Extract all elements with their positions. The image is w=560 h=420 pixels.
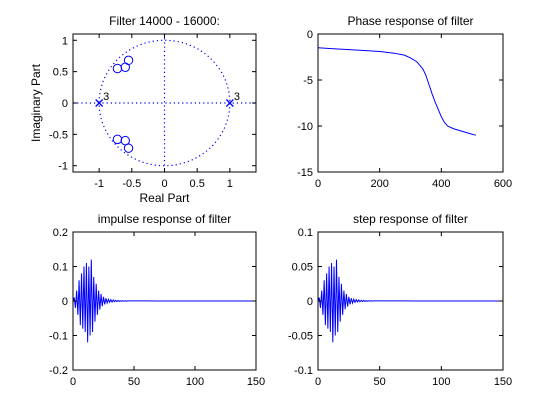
x-tick-label: 50: [374, 376, 386, 388]
unit-circle: [98, 39, 231, 167]
y-tick-label: 0.1: [53, 262, 68, 274]
axes-frame: [317, 33, 504, 173]
x-tick-label: 0: [315, 178, 321, 190]
series-line: [318, 47, 476, 136]
y-tick-label: -0.5: [49, 129, 68, 141]
x-tick-label: 150: [247, 376, 265, 388]
subplot-3: 0 50 100 150 -0.2 -0.1 0 0.1 0.2 impulse response…: [49, 212, 265, 388]
y-tick-label: 0.05: [292, 262, 313, 274]
y-tick-label: -0.1: [294, 365, 313, 377]
x-tick-label: 100: [432, 376, 450, 388]
y-tick-label: -10: [297, 121, 313, 133]
zero-marker: [123, 55, 134, 66]
x-tick-label: 150: [494, 376, 512, 388]
zero-marker: [112, 63, 123, 74]
series-line: [73, 259, 256, 343]
y-tick-label: -15: [297, 167, 313, 179]
chart-title: step response of filter: [353, 212, 468, 226]
x-tick-label: 200: [370, 178, 388, 190]
subplot-4: 0 50 100 150 -0.1 -0.05 0 0.05 0.1 step response …: [288, 212, 512, 388]
y-tick-label: 0: [62, 296, 68, 308]
y-tick-label: 0: [307, 29, 313, 41]
zero-marker: [112, 134, 123, 145]
y-tick-label: -0.1: [49, 331, 68, 343]
y-tick-label: 0.1: [298, 227, 313, 239]
x-tick-label: 50: [128, 376, 140, 388]
subplot-2: 0 200 400 600 -15 -10 -5 0 Phase response of fil…: [297, 14, 512, 190]
x-tick-label: 600: [494, 178, 512, 190]
plot-area: [73, 34, 256, 172]
x-tick-label: 0: [315, 376, 321, 388]
y-axis-label: Imaginary Part: [29, 63, 43, 142]
x-tick-label: 400: [432, 178, 450, 190]
x-tick-label: 0: [161, 178, 167, 190]
y-tick-label: 0: [62, 98, 68, 110]
x-tick-label: 0: [70, 376, 76, 388]
y-tick-label: 0: [307, 296, 313, 308]
y-tick-label: -0.05: [288, 331, 313, 343]
y-tick-label: 0.2: [53, 227, 68, 239]
pole-marker: [225, 99, 234, 107]
y-tick-label: -5: [303, 75, 313, 87]
series-line: [318, 259, 503, 343]
x-tick-label: 0.5: [190, 178, 205, 190]
zero-marker: [123, 143, 134, 153]
pole-multiplicity-label: 3: [103, 91, 109, 103]
pole-multiplicity-label: 3: [234, 91, 240, 103]
plot-area: [73, 259, 256, 343]
chart-title: impulse response of filter: [98, 212, 231, 226]
x-tick-label: 100: [186, 376, 204, 388]
pole-marker: [95, 99, 104, 107]
subplot-1: 3 3 -1 -0.5 0 0.5 1 -1 -0.5 0 0.5 1 Filter 14000 - 1…: [29, 14, 257, 205]
y-tick-label: -1: [58, 161, 68, 173]
x-tick-label: -1: [94, 178, 104, 190]
y-tick-label: -0.2: [49, 365, 68, 377]
plot-area: [318, 259, 503, 343]
chart-title: Phase response of filter: [347, 14, 473, 28]
x-tick-label: -0.5: [122, 178, 141, 190]
chart-title: Filter 14000 - 16000:: [109, 14, 220, 28]
y-tick-label: 1: [62, 35, 68, 47]
y-tick-label: 0.5: [53, 67, 68, 79]
x-axis-label: Real Part: [139, 191, 190, 205]
plot-area: [318, 47, 476, 136]
x-tick-label: 1: [227, 178, 233, 190]
